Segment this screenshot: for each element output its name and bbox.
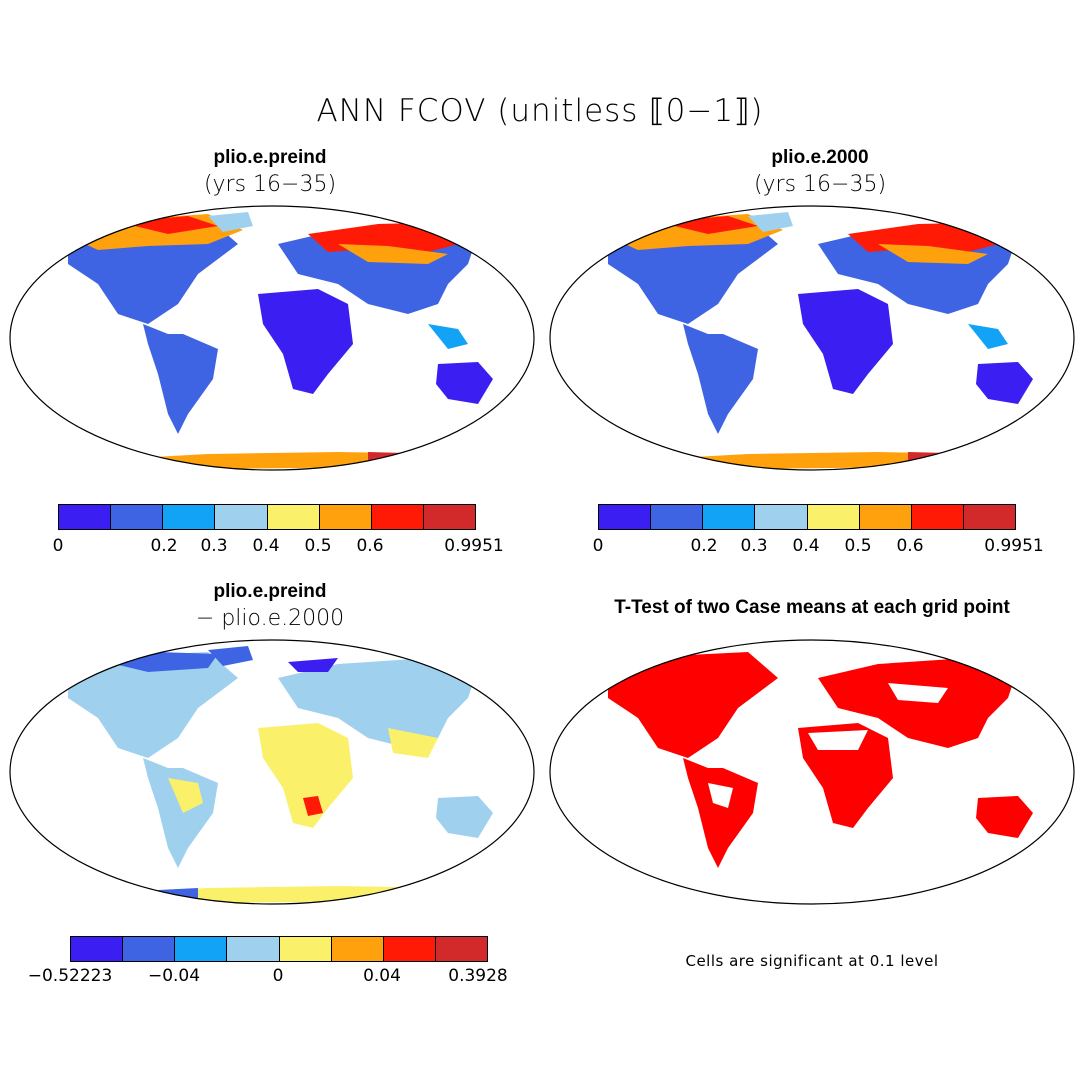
map-ttest xyxy=(549,639,1075,905)
colorbar-swatch xyxy=(163,505,216,529)
panel-title-2000: plio.e.2000 xyxy=(771,147,869,168)
colorbar-swatch xyxy=(911,505,964,529)
colorbar-swatch xyxy=(175,937,228,961)
colorbar-tick: 0 xyxy=(592,536,604,556)
colorbar-tick: 0.6 xyxy=(896,536,924,556)
panel-subtitle-2000: (yrs 16−35) xyxy=(753,172,887,197)
colorbar-tick: 0.4 xyxy=(792,536,820,556)
map-2000 xyxy=(549,205,1075,471)
colorbar-tick: 0 xyxy=(52,536,64,556)
colorbar-swatch xyxy=(59,505,112,529)
colorbar-swatch xyxy=(227,937,280,961)
colorbar-swatch xyxy=(859,505,912,529)
colorbar-swatch xyxy=(383,937,436,961)
colorbar-tick: 0.3 xyxy=(200,536,228,556)
figure-title: ANN FCOV (unitless ⟦0−1⟧) xyxy=(316,93,764,129)
panel-title-preind: plio.e.preind xyxy=(213,147,327,168)
colorbar-tick: 0.9951 xyxy=(984,536,1044,556)
colorbar-tick: −0.04 xyxy=(147,966,201,986)
colorbar-top-left xyxy=(58,504,476,530)
colorbar-tick: 0.4 xyxy=(252,536,280,556)
colorbar-tick: 0.5 xyxy=(844,536,872,556)
map-difference xyxy=(9,639,535,905)
colorbar-swatch xyxy=(111,505,164,529)
significance-note: Cells are significant at 0.1 level xyxy=(685,952,939,970)
colorbar-swatch xyxy=(279,937,332,961)
colorbar-tick: 0.3928 xyxy=(448,966,508,986)
colorbar-swatch xyxy=(651,505,704,529)
panel-title-diff: plio.e.preind xyxy=(213,581,327,602)
colorbar-swatch xyxy=(807,505,860,529)
panel-subtitle-preind: (yrs 16−35) xyxy=(203,172,337,197)
colorbar-swatch xyxy=(71,937,124,961)
colorbar-tick: 0.2 xyxy=(150,536,178,556)
colorbar-tick: 0.6 xyxy=(356,536,384,556)
colorbar-swatch xyxy=(215,505,268,529)
panel-subtitle-diff: − plio.e.2000 xyxy=(195,606,345,631)
colorbar-tick: −0.52223 xyxy=(27,966,113,986)
colorbar-swatch xyxy=(599,505,652,529)
panel-title-ttest: T-Test of two Case means at each grid po… xyxy=(614,597,1010,618)
colorbar-swatch xyxy=(703,505,756,529)
colorbar-swatch xyxy=(331,937,384,961)
colorbar-swatch xyxy=(267,505,320,529)
colorbar-tick: 0 xyxy=(272,966,284,986)
colorbar-swatch xyxy=(371,505,424,529)
colorbar-bottom-left xyxy=(70,936,488,962)
colorbar-swatch xyxy=(963,505,1015,529)
colorbar-swatch xyxy=(755,505,808,529)
colorbar-swatch xyxy=(423,505,475,529)
colorbar-top-right xyxy=(598,504,1016,530)
colorbar-tick: 0.04 xyxy=(363,966,401,986)
colorbar-swatch xyxy=(123,937,176,961)
colorbar-tick: 0.2 xyxy=(690,536,718,556)
colorbar-tick: 0.9951 xyxy=(444,536,504,556)
colorbar-tick: 0.5 xyxy=(304,536,332,556)
colorbar-swatch xyxy=(319,505,372,529)
colorbar-swatch xyxy=(435,937,487,961)
colorbar-tick: 0.3 xyxy=(740,536,768,556)
map-preind xyxy=(9,205,535,471)
